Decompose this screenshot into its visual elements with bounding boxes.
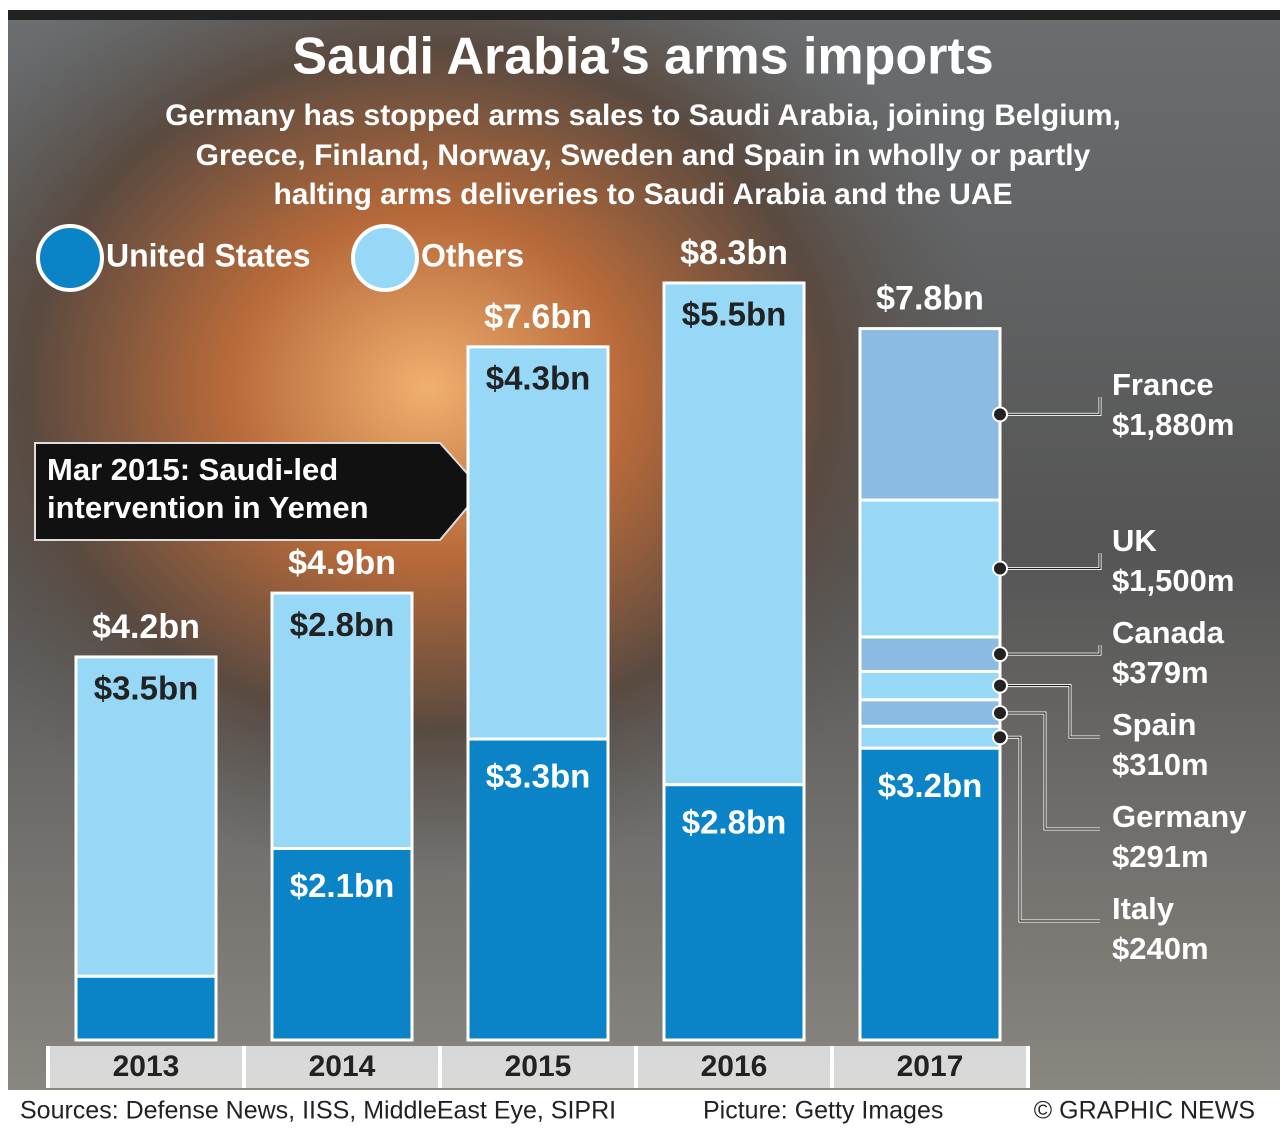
chart-title: Saudi Arabia’s arms imports [292,28,993,86]
value-label: $2.1bn [290,867,395,904]
breakdown-name: UK [1112,523,1157,558]
breakdown-segment [858,498,1002,639]
breakdown-segment [858,698,1002,728]
breakdown-segment [858,635,1002,673]
total-label: $4.2bn [92,608,200,646]
value-label: $3.5bn [94,670,199,707]
legend-swatch [36,224,104,292]
leader-line [1000,645,1101,655]
bar-segment [466,345,610,741]
annotation: Mar 2015: Saudi-led [47,452,338,487]
leader-dot [992,704,1008,721]
value-label: $5.5bn [682,296,787,333]
breakdown-value: $1,880m [1112,407,1234,442]
category-axis [48,1046,1028,1088]
leader-line [1000,736,1100,922]
leader-line [1000,712,1100,830]
bar-segment [662,281,806,787]
bar-segment [270,591,414,850]
breakdown-segment [858,669,1002,702]
top-rule [8,10,1280,20]
breakdown-value: $379m [1112,655,1209,690]
breakdown-value: $310m [1112,747,1209,782]
total-label: $4.9bn [288,544,396,582]
x-tick-label: 2017 [897,1050,964,1083]
picture-credit: Picture: Getty Images [703,1097,943,1125]
bar-segment [74,974,218,1042]
value-label: $2.8bn [290,606,395,643]
breakdown-name: France [1112,367,1214,402]
x-tick-label: 2016 [701,1050,768,1083]
bar-segment [466,737,610,1042]
leader-dot [992,560,1008,577]
bar-segment [858,746,1002,1042]
value-label: $3.3bn [486,758,591,795]
leader-dot [992,406,1008,423]
leader-line [1000,397,1101,415]
bar-segment [662,783,806,1042]
leader-dot [992,729,1008,746]
photo-explosion [8,10,1280,1090]
annotation: intervention in Yemen [47,490,369,525]
sources: Sources: Defense News, IISS, MiddleEast … [20,1097,616,1125]
breakdown-name: Italy [1112,891,1175,926]
breakdown-name: Spain [1112,707,1196,742]
subtitle: Greece, Finland, Norway, Sweden and Spai… [196,139,1091,172]
bar-segment [74,655,218,978]
value-label: $2.8bn [682,803,787,840]
legend-swatch [351,224,419,292]
footer-band [0,1090,1287,1143]
breakdown-value: $291m [1112,839,1209,874]
breakdown-name: Canada [1112,615,1225,650]
x-tick-label: 2013 [113,1050,180,1083]
breakdown-segment [858,724,1002,750]
leader-dot [992,677,1008,694]
breakdown-value: $1,500m [1112,563,1234,598]
bar-segment [270,846,414,1042]
x-tick-label: 2014 [309,1050,376,1083]
leader-line [1000,553,1101,570]
breakdown-name: Germany [1112,799,1247,834]
leader-dot [992,646,1008,663]
leader-line [1000,684,1100,738]
total-label: $7.8bn [876,280,984,318]
breakdown-segment [858,327,1002,502]
legend-label: United States [106,237,310,273]
total-label: $7.6bn [484,298,592,336]
total-label: $8.3bn [680,234,788,272]
breakdown-value: $240m [1112,931,1209,966]
x-tick-label: 2015 [505,1050,572,1083]
value-label: $3.2bn [878,767,983,804]
value-label: $4.3bn [486,360,591,397]
legend-label: Others [421,237,524,273]
copyright: © GRAPHIC NEWS [1034,1097,1255,1125]
annotation-box [34,442,484,541]
subtitle: halting arms deliveries to Saudi Arabia … [273,178,1012,211]
subtitle: Germany has stopped arms sales to Saudi … [165,99,1121,132]
